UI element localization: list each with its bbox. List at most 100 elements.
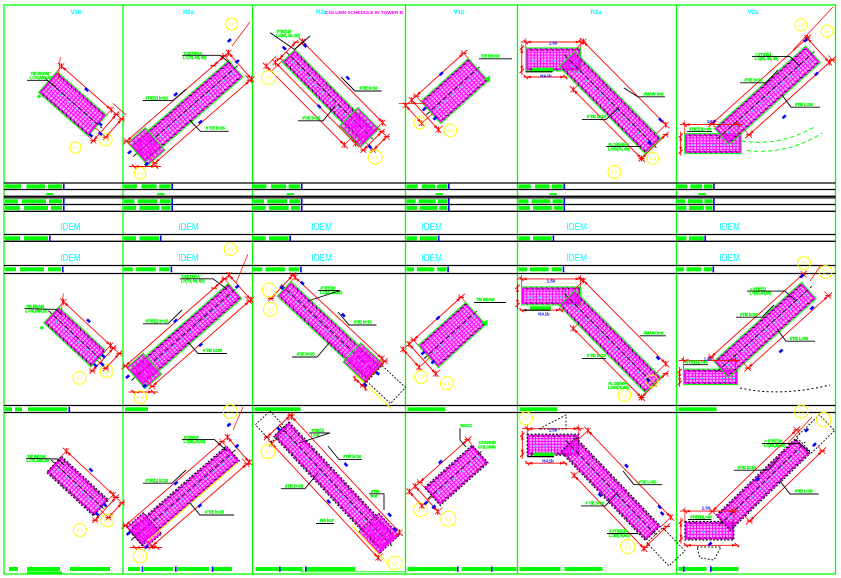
svg-text:T.SETERA: T.SETERA: [181, 274, 200, 279]
svg-text:L=(50, 40, 30): L=(50, 40, 30): [276, 33, 300, 38]
svg-text:L=(50, 40, 30): L=(50, 40, 30): [755, 56, 779, 61]
svg-text:2.1: 2.1: [137, 395, 144, 400]
svg-text:#TIE(1)L=40: #TIE(1)L=40: [689, 126, 711, 131]
svg-text:L=70,MIN,50: L=70,MIN,50: [25, 309, 48, 314]
svg-text:#TIE(1) b=10: #TIE(1) b=10: [145, 95, 168, 100]
svg-text:CHANGE: CHANGE: [479, 440, 496, 445]
svg-text:HA1b: HA1b: [542, 459, 554, 464]
svg-text:L=(50,40,30): L=(50,40,30): [750, 291, 772, 296]
svg-text:L=(70, 60, 50): L=(70, 60, 50): [183, 55, 207, 60]
svg-text:2.2: 2.2: [798, 23, 805, 28]
svg-text:# TIE b=25: # TIE b=25: [205, 510, 225, 515]
svg-text:#TIE b=10: #TIE b=10: [738, 465, 757, 470]
svg-text:#TIE b=25: #TIE b=25: [285, 483, 304, 488]
svg-text:#TIE b=10: #TIE b=10: [354, 320, 373, 325]
svg-text:#TIE(1) b=10: #TIE(1) b=10: [146, 318, 169, 323]
svg-text:1.50: 1.50: [547, 279, 556, 284]
svg-text:TIE BEAM: TIE BEAM: [27, 454, 46, 459]
svg-text:# TIE b=10: # TIE b=10: [585, 501, 605, 506]
svg-text:#TIE b=10: #TIE b=10: [740, 312, 759, 317]
svg-text:TIE BEAM: TIE BEAM: [481, 53, 500, 58]
svg-text:2.2: 2.2: [798, 409, 805, 414]
svg-text:IDEM: IDEM: [178, 253, 199, 264]
svg-text:V1b: V1b: [70, 10, 81, 16]
svg-text:2.5: 2.5: [417, 121, 424, 126]
svg-text:V1b: V1b: [453, 10, 464, 16]
svg-text:1.50: 1.50: [702, 506, 711, 511]
svg-text:#TIE L=50: #TIE L=50: [790, 336, 809, 341]
svg-text:IDEM: IDEM: [719, 253, 740, 264]
svg-text:2.2: 2.2: [625, 544, 632, 549]
svg-text:#TIE b=10: #TIE b=10: [744, 77, 763, 82]
svg-text:T.SETERA: T.SETERA: [183, 51, 202, 56]
svg-text:# TIE b=25: # TIE b=25: [206, 126, 226, 131]
svg-text:V2a: V2a: [748, 10, 759, 16]
svg-text:MACK: MACK: [460, 423, 472, 428]
svg-text:2.1: 2.1: [447, 128, 454, 133]
svg-text:R2: R2: [801, 261, 807, 266]
svg-text:= #TIE(1): = #TIE(1): [750, 286, 767, 291]
svg-text:TIE BEAM: TIE BEAM: [26, 304, 45, 309]
svg-text:#TIE-: #TIE-: [371, 489, 381, 494]
svg-text:HA1b: HA1b: [538, 312, 550, 317]
svg-text:COLUMN SCHEDULE IN TOWER B: COLUMN SCHEDULE IN TOWER B: [325, 10, 403, 16]
svg-text:#MAIN b=8: #MAIN b=8: [644, 330, 665, 335]
svg-text:L=(50,40,30): L=(50,40,30): [183, 439, 205, 444]
svg-text:#TIE L=50: #TIE L=50: [795, 489, 814, 494]
svg-text:#MAIN b=8: #MAIN b=8: [644, 91, 665, 96]
svg-text:= #TIE(1)#: = #TIE(1)#: [764, 439, 783, 444]
svg-text:2.1: 2.1: [392, 561, 399, 566]
svg-text:TIE BEAM: TIE BEAM: [476, 297, 495, 302]
svg-text:2.1: 2.1: [265, 449, 272, 454]
svg-text:b=#: b=#: [371, 493, 379, 498]
svg-text:2.2: 2.2: [227, 409, 234, 414]
svg-text:2.1: 2.1: [267, 307, 274, 312]
svg-text:2A: 2A: [823, 270, 828, 275]
svg-text:# #TIE(1)#: # #TIE(1)#: [609, 529, 628, 534]
svg-text:HA1b: HA1b: [540, 74, 552, 79]
svg-text:2.1: 2.1: [444, 381, 451, 386]
svg-text:2.1: 2.1: [445, 517, 452, 522]
svg-text:2.1: 2.1: [76, 376, 83, 381]
svg-text:L=50(70,60): L=50(70,60): [609, 533, 631, 538]
svg-text:IDEM: IDEM: [178, 222, 199, 233]
svg-text:#TIE(1)#: #TIE(1)#: [321, 286, 337, 291]
svg-text:#TIE b=10: #TIE b=10: [360, 86, 379, 91]
svg-text:R2a: R2a: [183, 10, 195, 16]
svg-text:#L=50/40-#: #L=50/40-#: [608, 381, 628, 386]
svg-text:2.1: 2.1: [77, 528, 84, 533]
svg-text:R2a: R2a: [590, 10, 602, 16]
svg-text:2.3: 2.3: [104, 518, 111, 523]
svg-text:2.1: 2.1: [72, 145, 79, 150]
svg-text:IDEM: IDEM: [60, 222, 81, 233]
svg-text:2.3: 2.3: [104, 369, 111, 374]
svg-text:#TIE(1) b=10: #TIE(1) b=10: [146, 478, 169, 483]
svg-text:2.1: 2.1: [137, 171, 144, 176]
svg-text:# TIE b=10: # TIE b=10: [587, 114, 607, 119]
svg-text:#L=50/40-#: #L=50/40-#: [608, 142, 628, 147]
svg-text:IDEM: IDEM: [60, 253, 81, 264]
svg-text:2.2: 2.2: [611, 170, 618, 175]
svg-text:L=(50,40,30): L=(50,40,30): [764, 443, 786, 448]
svg-text:2.1: 2.1: [372, 155, 379, 160]
svg-text:#TIE(1)L=40: #TIE(1)L=40: [690, 514, 712, 519]
svg-text:2.1: 2.1: [266, 288, 273, 293]
svg-text:#TIE b=25: #TIE b=25: [297, 352, 316, 357]
svg-text:#TIE(1)L=40: #TIE(1)L=40: [686, 359, 708, 364]
svg-text:2A: 2A: [824, 29, 829, 34]
svg-text:2.5: 2.5: [418, 375, 425, 380]
svg-text:L=70,MIN,50: L=70,MIN,50: [27, 458, 50, 463]
svg-text:#TIE L=50: #TIE L=50: [795, 102, 814, 107]
svg-text:COLUMN: COLUMN: [478, 445, 495, 450]
svg-text:L=(50,40,30): L=(50,40,30): [320, 290, 342, 295]
svg-text:IDEM: IDEM: [421, 253, 442, 264]
svg-text:2.1: 2.1: [523, 416, 530, 421]
svg-text:L=50(70, 60): L=50(70, 60): [608, 146, 630, 151]
svg-text:#TIE#0#: #TIE#0#: [184, 435, 199, 440]
svg-text:2.1: 2.1: [649, 379, 656, 384]
svg-text:#TIE(1)#: #TIE(1)#: [277, 29, 293, 34]
svg-text:L=50(70,60): L=50(70,60): [608, 385, 630, 390]
svg-text:#TIE b=25: #TIE b=25: [302, 115, 321, 120]
svg-text:L=70,MIN,50: L=70,MIN,50: [30, 75, 53, 80]
svg-text:L=(70, 60, 50): L=(70, 60, 50): [181, 279, 205, 284]
